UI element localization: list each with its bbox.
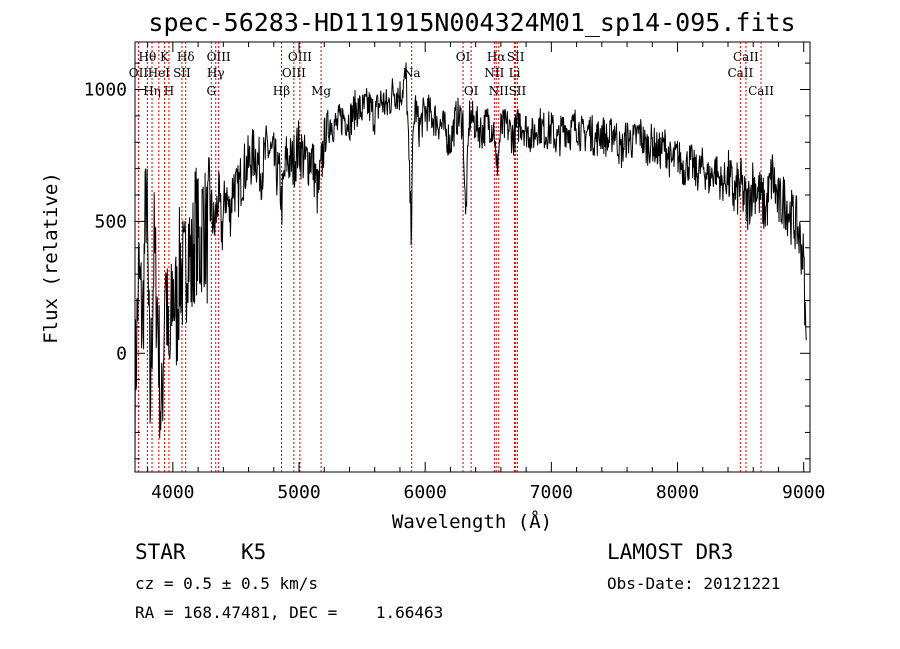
object-class: STAR: [135, 540, 186, 564]
chart-title: spec-56283-HD111915N004324M01_sp14-095.f…: [148, 8, 795, 37]
x-tick-label: 4000: [151, 482, 194, 503]
coordinates-text: RA = 168.47481, DEC = 1.66463: [135, 603, 444, 622]
line-label: Hδ: [177, 50, 195, 64]
plot-frame: [134, 41, 811, 473]
x-tick-label: 6000: [404, 482, 447, 503]
line-label: K: [160, 50, 170, 64]
line-label: SII: [507, 50, 525, 64]
y-tick-label: 0: [116, 343, 127, 364]
y-tick-label: 1000: [84, 79, 127, 100]
line-label: CaII: [727, 66, 753, 80]
y-tick-label: 500: [94, 211, 127, 232]
obs-date: Obs-Date: 20121221: [607, 574, 781, 593]
x-tick-label: 8000: [656, 482, 699, 503]
line-label: G: [207, 84, 217, 98]
line-label: Hθ: [139, 50, 157, 64]
line-label: NII: [489, 84, 509, 98]
line-label: Hγ: [207, 66, 225, 80]
line-label: OI: [456, 50, 471, 64]
line-label: SII: [173, 66, 191, 80]
line-label: OIII: [282, 66, 306, 80]
x-tick-label: 7000: [530, 482, 573, 503]
line-label: OIII: [207, 50, 231, 64]
line-label: Hη: [143, 84, 161, 98]
object-subclass: K5: [241, 540, 267, 564]
line-label: SII: [509, 84, 527, 98]
line-label: OI: [464, 84, 479, 98]
line-label: Na: [403, 66, 421, 80]
line-label: Hα: [487, 50, 506, 64]
x-tick-label: 5000: [277, 482, 320, 503]
line-label: OII: [129, 66, 149, 80]
line-label: Mg: [311, 84, 331, 98]
line-label: Hβ: [273, 84, 290, 98]
line-label: CaII: [748, 84, 774, 98]
line-label: HeI: [148, 66, 171, 80]
redshift-text: cz = 0.5 ± 0.5 km/s: [135, 574, 319, 593]
spectral-line-markers: Hθ OII Hη K HeI H Hδ SII OIII Hγ G Hβ OIII OIII Mg Na OI…: [129, 42, 774, 472]
line-label: Li: [509, 66, 521, 80]
line-label: CaII: [733, 50, 759, 64]
line-label: H: [164, 84, 174, 98]
y-axis-label: Flux (relative): [40, 172, 62, 344]
x-axis-label: Wavelength (Å): [392, 510, 552, 533]
survey-name: LAMOST DR3: [607, 540, 734, 564]
axis-ticks: 4000 5000 6000 7000 8000 9000 0 500 1000: [84, 42, 825, 503]
line-label: NII: [484, 66, 504, 80]
line-label: OIII: [288, 50, 312, 64]
spectrum-line: [134, 62, 807, 462]
x-tick-label: 9000: [782, 482, 825, 503]
